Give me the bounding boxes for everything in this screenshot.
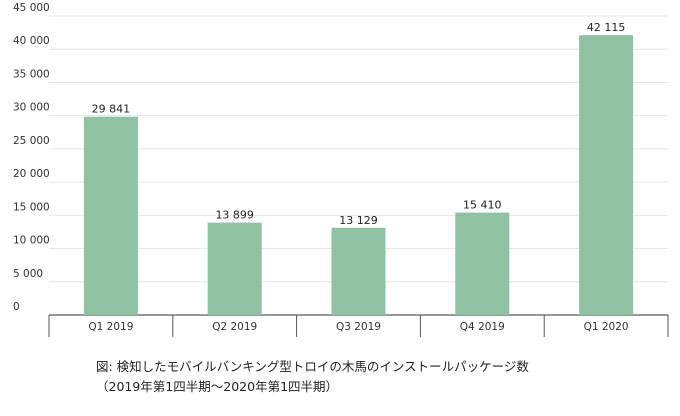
bar-value-label: 13 129: [339, 214, 378, 227]
bar-value-label: 13 899: [215, 209, 254, 222]
y-tick-label: 40 000: [13, 35, 50, 47]
bar-chart: 0 5 000 10 000 15 000 20 000 25 000 30 000 35 0…: [13, 2, 669, 337]
bar: [579, 35, 634, 316]
y-tick-label: 45 000: [13, 2, 50, 14]
x-tick-label: Q1 2020: [584, 321, 629, 333]
bar: [83, 116, 138, 315]
y-tick-label: 25 000: [13, 135, 50, 147]
bar-value-label: 15 410: [463, 199, 502, 212]
x-tick-label: Q4 2019: [460, 321, 505, 333]
bar: [455, 212, 510, 315]
figure-caption-line1: 図: 検知したモバイルバンキング型トロイの木馬のインストールパッケージ数: [96, 359, 529, 374]
x-tick-label: Q1 2019: [88, 321, 133, 333]
bar-value-label: 42 115: [587, 21, 626, 34]
y-tick-label: 35 000: [13, 68, 50, 80]
y-tick-label: 10 000: [13, 235, 50, 247]
x-tick-label: Q2 2019: [212, 321, 257, 333]
y-tick-label: 30 000: [13, 102, 50, 114]
y-tick-label: 5 000: [13, 268, 43, 280]
bar: [331, 227, 386, 315]
bar: [207, 222, 262, 315]
y-tick-label: 15 000: [13, 201, 50, 213]
x-tick-label: Q3 2019: [336, 321, 381, 333]
bar-value-label: 29 841: [92, 103, 131, 116]
figure-caption-line2: （2019年第1四半期〜2020年第1四半期）: [96, 379, 339, 394]
y-tick-label: 0: [13, 301, 20, 313]
y-tick-label: 20 000: [13, 168, 50, 180]
